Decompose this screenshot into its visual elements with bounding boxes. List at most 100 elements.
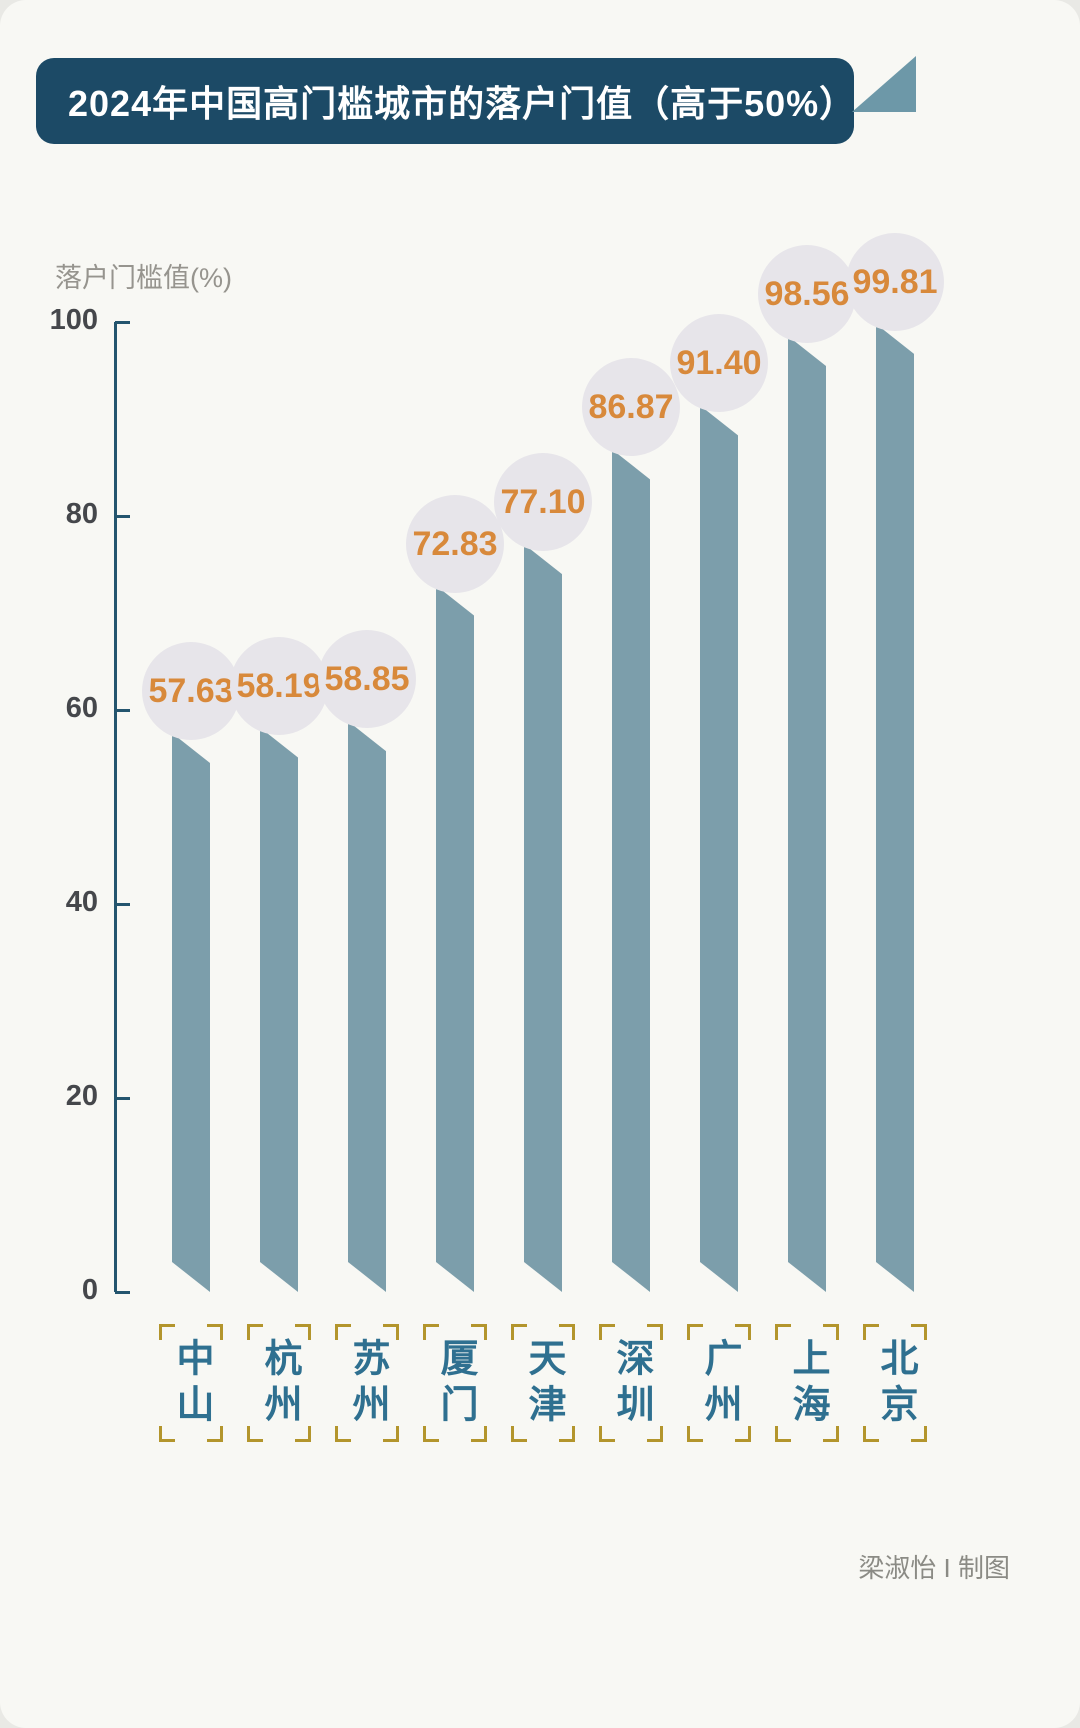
city-label-box: 广州 — [687, 1324, 751, 1442]
y-tick-mark — [115, 1097, 130, 1100]
y-tick-mark — [115, 1291, 130, 1294]
value-label: 72.83 — [412, 524, 498, 563]
bracket-corner — [159, 1426, 175, 1442]
bracket-corner — [911, 1426, 927, 1442]
bracket-corner — [207, 1324, 223, 1340]
bracket-corner — [863, 1426, 879, 1442]
bracket-corner — [599, 1426, 615, 1442]
value-bubble — [670, 314, 768, 413]
bracket-corner — [335, 1324, 351, 1340]
value-bubble — [406, 494, 504, 593]
bracket-corner — [823, 1426, 839, 1442]
value-label: 57.63 — [148, 671, 234, 710]
bracket-corner — [647, 1426, 663, 1442]
bracket-corner — [775, 1324, 791, 1340]
bracket-corner — [383, 1324, 399, 1340]
city-label-box: 杭州 — [247, 1324, 311, 1442]
value-bubble — [582, 358, 680, 457]
value-label: 58.85 — [324, 660, 410, 699]
city-label: 厦门 — [434, 1338, 476, 1430]
y-tick-mark — [115, 321, 130, 324]
value-label: 77.10 — [500, 483, 586, 522]
city-label: 上海 — [786, 1338, 828, 1430]
value-bubble — [846, 232, 944, 331]
city-label: 天津 — [522, 1338, 564, 1430]
value-label: 58.19 — [236, 666, 322, 705]
value-label: 98.56 — [764, 274, 850, 313]
city-label-box: 天津 — [511, 1324, 575, 1442]
bracket-corner — [775, 1426, 791, 1442]
y-tick-label: 80 — [65, 498, 98, 530]
bracket-corner — [247, 1426, 263, 1442]
bracket-corner — [863, 1324, 879, 1340]
bracket-corner — [599, 1324, 615, 1340]
bracket-corner — [335, 1426, 351, 1442]
bar — [700, 405, 738, 1292]
y-tick-label: 20 — [65, 1080, 98, 1112]
bracket-corner — [559, 1426, 575, 1442]
value-bubble — [494, 453, 592, 552]
value-bubble — [230, 636, 328, 735]
y-tick-mark — [115, 903, 130, 906]
value-bubble — [142, 641, 240, 740]
y-tick-mark — [115, 709, 130, 712]
city-label-box: 厦门 — [423, 1324, 487, 1442]
bar — [612, 449, 650, 1292]
bracket-corner — [647, 1324, 663, 1340]
bracket-corner — [511, 1324, 527, 1340]
city-label-box: 中山 — [159, 1324, 223, 1442]
bracket-corner — [735, 1324, 751, 1340]
bar — [788, 336, 826, 1292]
bracket-corner — [735, 1426, 751, 1442]
bracket-corner — [247, 1324, 263, 1340]
city-label-box: 北京 — [863, 1324, 927, 1442]
bracket-corner — [423, 1324, 439, 1340]
bracket-corner — [207, 1426, 223, 1442]
city-label: 广州 — [698, 1338, 740, 1430]
city-label: 深圳 — [610, 1338, 652, 1430]
bar — [172, 733, 210, 1292]
city-label: 北京 — [874, 1338, 916, 1430]
bracket-corner — [911, 1324, 927, 1340]
chart-title: 2024年中国高门槛城市的落户门值（高于50%） — [68, 83, 857, 124]
value-label: 99.81 — [852, 262, 938, 301]
bracket-corner — [159, 1324, 175, 1340]
bracket-corner — [471, 1324, 487, 1340]
y-tick-label: 40 — [65, 886, 98, 918]
bracket-corner — [383, 1426, 399, 1442]
bracket-corner — [295, 1426, 311, 1442]
city-label-box: 上海 — [775, 1324, 839, 1442]
bar — [260, 728, 298, 1292]
value-label: 91.40 — [676, 344, 762, 383]
value-bubble — [758, 244, 856, 343]
chart-title-bar: 2024年中国高门槛城市的落户门值（高于50%） — [36, 58, 857, 144]
y-tick-mark — [115, 515, 130, 518]
y-axis-line — [114, 322, 117, 1292]
bar — [348, 721, 386, 1292]
bar — [436, 586, 474, 1292]
bracket-corner — [687, 1324, 703, 1340]
value-bubble — [318, 630, 416, 729]
bar — [524, 544, 562, 1292]
city-label-box: 深圳 — [599, 1324, 663, 1442]
city-label-box: 苏州 — [335, 1324, 399, 1442]
value-label: 86.87 — [588, 388, 674, 427]
bracket-corner — [511, 1426, 527, 1442]
y-tick-label: 100 — [49, 304, 98, 336]
bracket-corner — [559, 1324, 575, 1340]
bracket-corner — [423, 1426, 439, 1442]
y-axis-label: 落户门槛值(%) — [55, 263, 232, 293]
bar — [876, 324, 914, 1292]
bracket-corner — [471, 1426, 487, 1442]
city-label: 苏州 — [346, 1338, 388, 1430]
credit-text: 梁淑怡 I 制图 — [858, 1553, 1010, 1583]
city-label: 杭州 — [258, 1338, 300, 1430]
bracket-corner — [823, 1324, 839, 1340]
bracket-corner — [295, 1324, 311, 1340]
y-tick-label: 60 — [65, 692, 98, 724]
city-label: 中山 — [170, 1338, 212, 1430]
bracket-corner — [687, 1426, 703, 1442]
y-tick-label: 0 — [81, 1274, 98, 1306]
